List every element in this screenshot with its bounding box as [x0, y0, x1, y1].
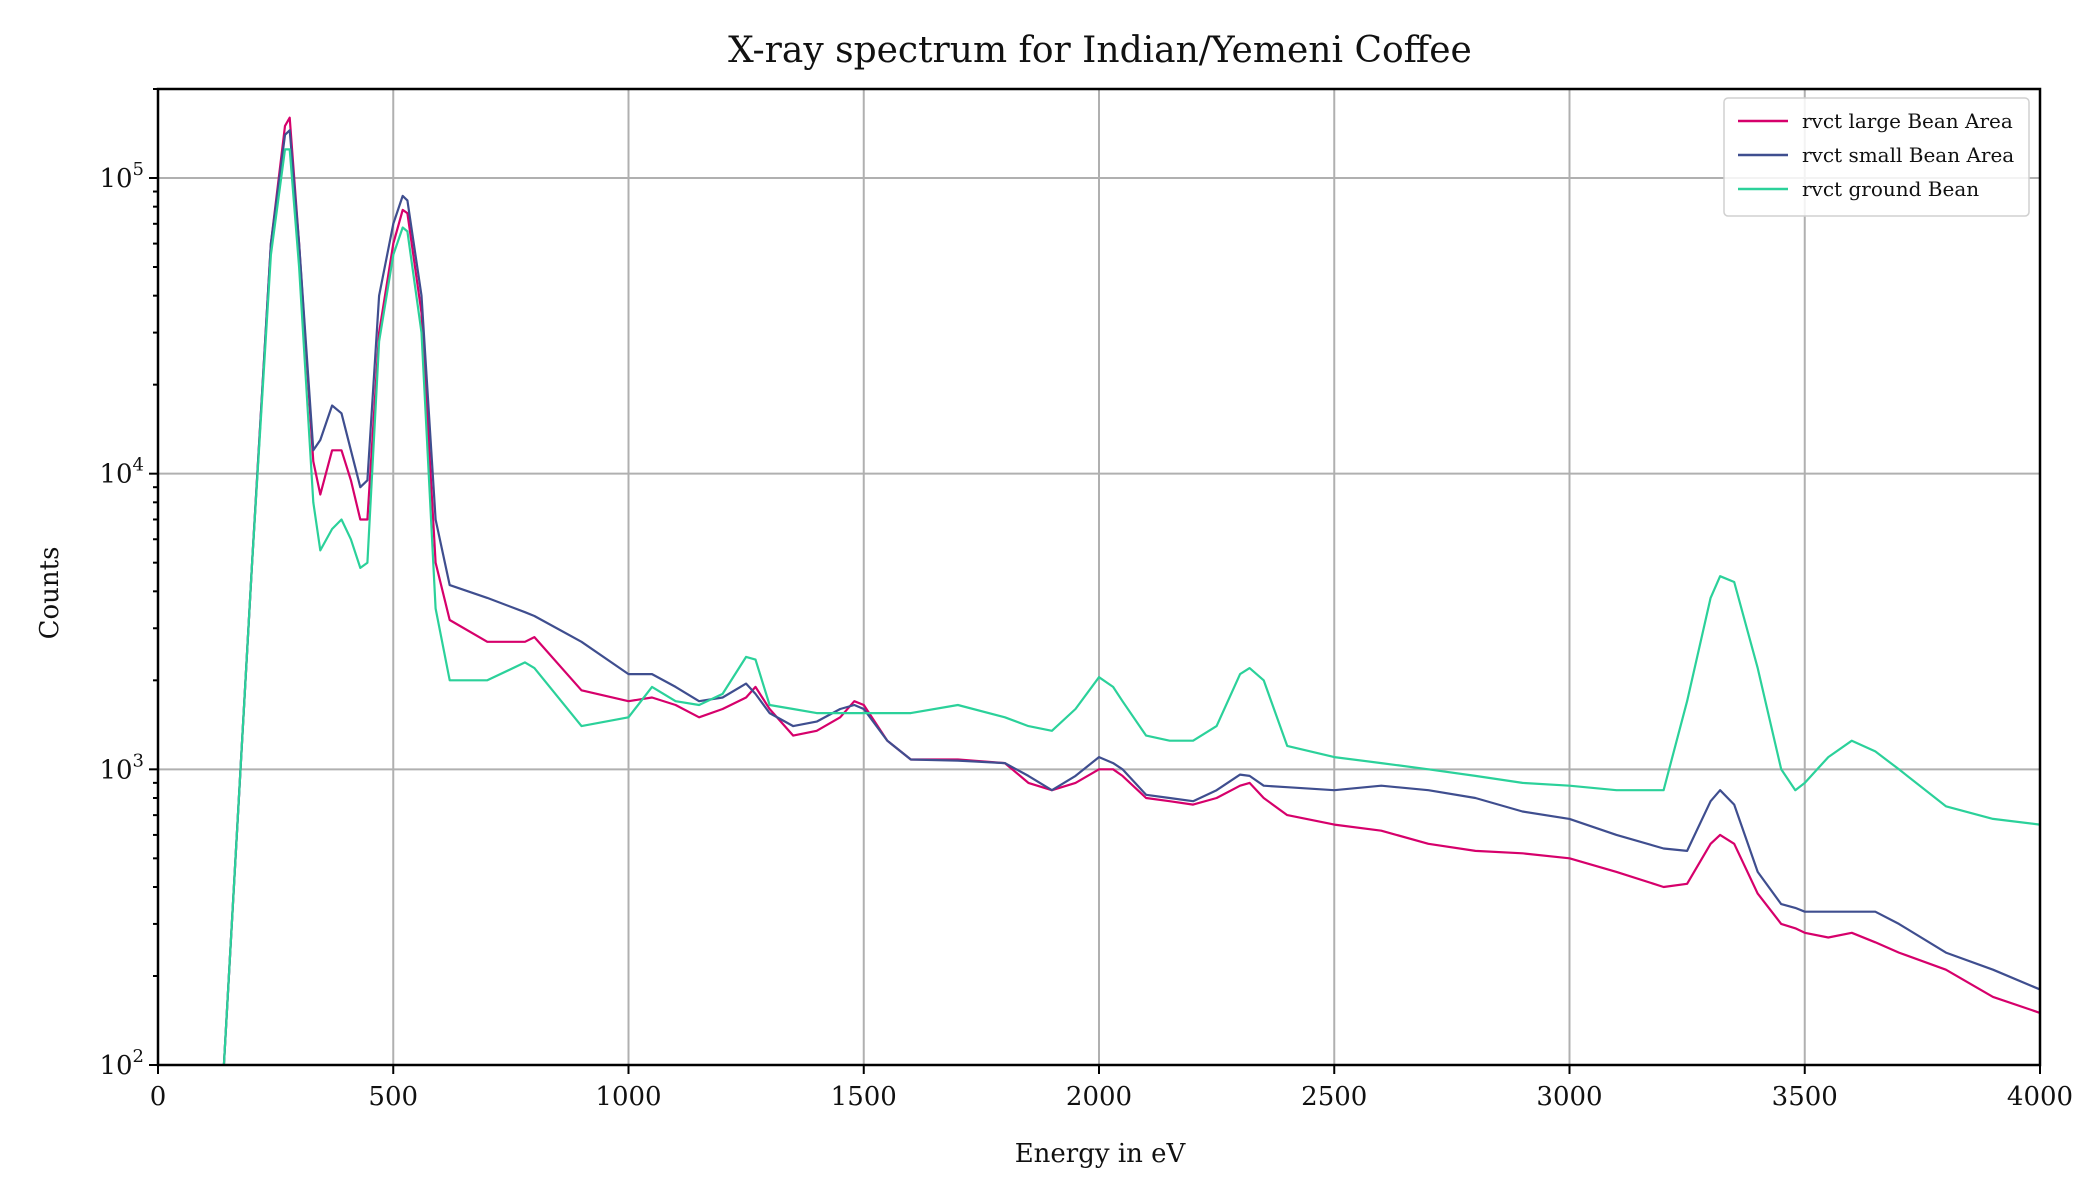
legend-label: rvct large Bean Area [1802, 109, 2013, 133]
x-tick-label: 4000 [2007, 1082, 2073, 1112]
x-axis-label: Energy in eV [1015, 1139, 1187, 1169]
y-tick-label: 102 [99, 1046, 144, 1081]
x-tick-label: 1500 [831, 1082, 897, 1112]
legend: rvct large Bean Area rvct small Bean Area… [1723, 97, 2030, 217]
grid-lines [157, 89, 2041, 1066]
x-tick-label: 2500 [1301, 1082, 1367, 1112]
y-axis-label: Counts [35, 547, 65, 640]
legend-label: rvct ground Bean [1802, 177, 1979, 201]
y-tick-label: 104 [99, 455, 144, 490]
x-tick-label: 3500 [1772, 1082, 1838, 1112]
series-line-rvct-large-bean-area [222, 116, 2040, 1065]
x-tick-label: 3000 [1536, 1082, 1602, 1112]
x-tick-label: 0 [150, 1082, 167, 1112]
y-tick-label: 105 [99, 159, 144, 194]
axis-ticks: 0 500 1000 1500 2000 2500 3000 3500 4000 102 103 10… [99, 88, 2073, 1112]
y-tick-label: 103 [99, 750, 144, 785]
x-tick-label: 2000 [1066, 1082, 1132, 1112]
legend-label: rvct small Bean Area [1802, 143, 2014, 167]
x-tick-label: 1000 [595, 1082, 661, 1112]
series-lines [222, 116, 2040, 1065]
chart-title: X-ray spectrum for Indian/Yemeni Coffee [728, 30, 1472, 71]
series-line-rvct-ground-bean [222, 148, 2040, 1065]
x-tick-label: 500 [368, 1082, 418, 1112]
legend-box [1723, 97, 2030, 217]
series-line-rvct-small-bean-area [222, 129, 2040, 1065]
